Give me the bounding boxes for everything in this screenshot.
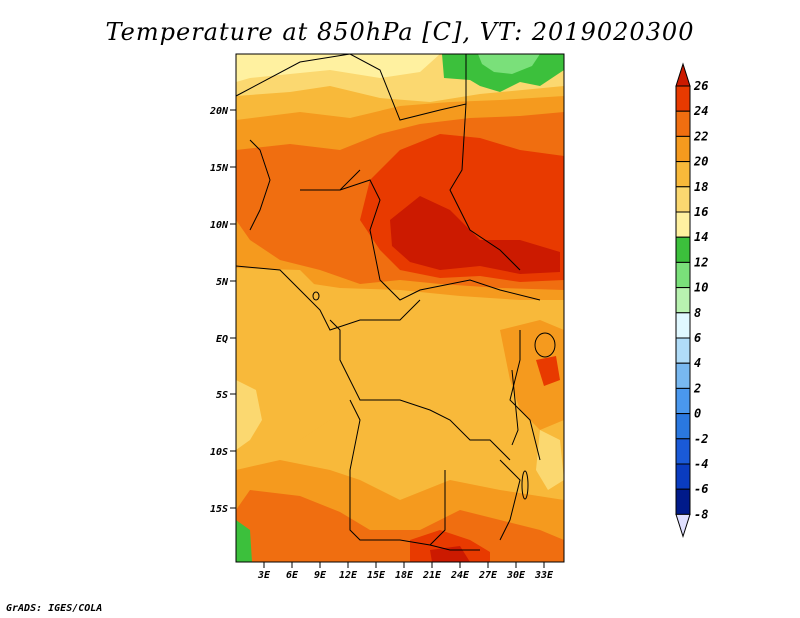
colorbar-swatch (675, 362, 691, 389)
field-band-12-southwest (236, 520, 252, 562)
field-band-26 (390, 196, 560, 274)
border-lakes (509, 330, 541, 461)
lake-victoria (534, 332, 556, 358)
border-central (339, 179, 541, 301)
colorbar-swatch (675, 161, 691, 188)
colorbar-label: -4 (694, 457, 708, 471)
field-band-18-west (236, 268, 360, 480)
field-band-16-southwest (236, 380, 262, 450)
border-congo (329, 319, 511, 461)
lat-tick-label: 5S (216, 390, 228, 401)
colorbar-label: 24 (693, 104, 708, 118)
lat-tick-label: 15N (210, 163, 229, 174)
border-west (249, 139, 271, 231)
credit-text: GrADS: IGES/COLA (6, 603, 103, 614)
country-borders (236, 54, 541, 551)
colorbar-swatch (675, 438, 691, 465)
colorbar-label: 0 (694, 407, 701, 421)
border-gulf (236, 265, 421, 331)
field-band-22-south (236, 490, 564, 562)
colorbar-label: 2 (693, 381, 701, 395)
map-title: Temperature at 850hPa [C], VT: 201902030… (105, 18, 695, 46)
colorbar-swatch (675, 463, 691, 490)
colorbar-swatch (675, 413, 691, 440)
lon-tick-label: 12E (339, 570, 358, 581)
lon-tick-label: 30E (506, 570, 526, 581)
border-zambia (429, 470, 446, 546)
lat-tick-label: EQ (216, 334, 228, 345)
field-band-14-north (236, 54, 440, 82)
temperature-field (236, 54, 564, 562)
colorbar-label: -6 (694, 482, 708, 496)
colorbar-swatch (675, 85, 691, 112)
colorbar-swatch (675, 488, 691, 515)
lake-tanganyika (511, 369, 519, 446)
border-sahara (236, 54, 521, 271)
colorbar-label: 26 (693, 79, 708, 93)
lon-tick-label: 3E (257, 570, 271, 581)
colorbar-swatch (675, 287, 691, 314)
field-band-16-east (536, 430, 564, 490)
field-band-24-south (410, 530, 490, 562)
lon-tick-label: 33E (534, 570, 554, 581)
colorbar-label: 6 (694, 331, 701, 345)
colorbar-label: 16 (694, 205, 708, 219)
colorbar-label: 12 (694, 255, 708, 269)
colorbar-swatch (675, 312, 691, 339)
colorbar-bottom-arrow (675, 513, 691, 539)
border-nigeria (300, 169, 361, 191)
colorbar-swatch (675, 186, 691, 213)
lat-tick-label: 15S (210, 504, 228, 515)
colorbar-top-arrow (675, 62, 691, 87)
lon-tick-label: 15E (367, 570, 386, 581)
colorbar-label: 8 (694, 306, 701, 320)
lat-axis: 20N 15N 10N 5N EQ 5S 10S 15S (209, 106, 236, 515)
colorbar-swatch (675, 261, 691, 289)
colorbar-label: -8 (694, 507, 708, 521)
field-band-24-east (536, 356, 560, 386)
lakes (312, 291, 556, 500)
lon-tick-label: 6E (286, 570, 299, 581)
field-band-20-east (500, 320, 564, 430)
island-bioko (312, 291, 320, 301)
lake-malawi (521, 470, 529, 500)
colorbar-swatch (675, 387, 691, 415)
colorbar-label: -2 (694, 432, 708, 446)
border-angola (349, 399, 480, 551)
lat-tick-label: 10N (210, 220, 229, 231)
colorbar-label: 18 (694, 180, 708, 194)
colorbar-swatch (675, 135, 691, 163)
colorbar-label: 22 (693, 129, 708, 143)
lat-tick-label: 10S (210, 447, 228, 458)
colorbar-label: 4 (694, 356, 701, 370)
colorbar-swatch (675, 337, 691, 364)
lon-tick-label: 27E (478, 570, 498, 581)
colorbar-label: 14 (694, 230, 708, 244)
map-frame (235, 53, 565, 563)
field-band-10-north (478, 54, 540, 74)
colorbar-swatch (675, 236, 691, 263)
colorbar-label: 10 (694, 281, 708, 295)
lon-tick-label: 21E (422, 570, 442, 581)
colorbar-label: 20 (693, 155, 708, 169)
colorbar-swatch (675, 110, 691, 137)
colorbar-swatch (675, 211, 691, 238)
lon-tick-label: 24E (450, 570, 470, 581)
lat-tick-label: 5N (216, 277, 229, 288)
lon-tick-label: 9E (314, 570, 327, 581)
lon-axis: 3E 6E 9E 12E 15E 18E 21E 24E 27E 30E 33E (257, 562, 554, 581)
lon-tick-label: 18E (395, 570, 414, 581)
lat-tick-label: 20N (209, 106, 229, 117)
border-malawi (499, 459, 521, 541)
